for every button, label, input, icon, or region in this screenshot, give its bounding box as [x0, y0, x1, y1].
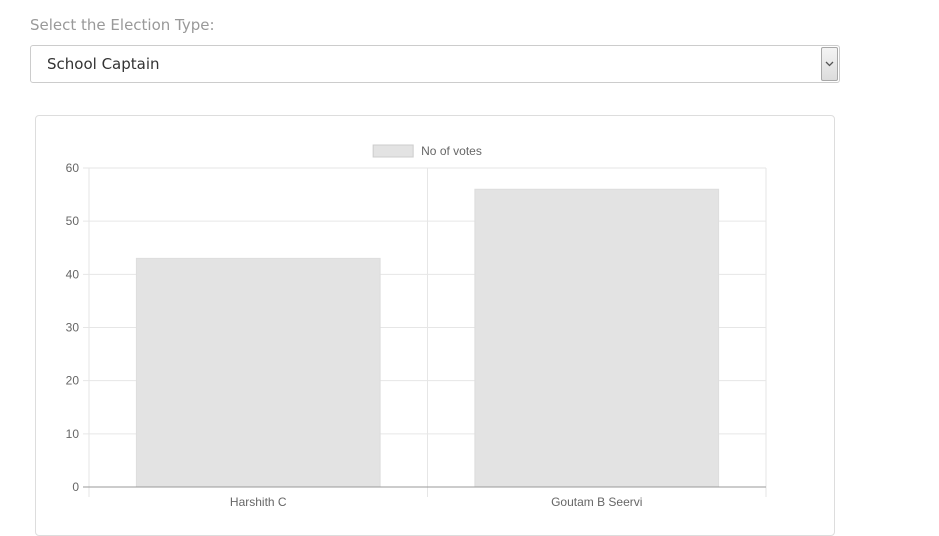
y-tick-label: 60	[66, 161, 80, 175]
election-type-label: Select the Election Type:	[30, 16, 215, 34]
bar	[135, 257, 381, 488]
y-tick-label: 40	[66, 267, 80, 281]
y-tick-label: 10	[66, 427, 80, 441]
x-tick-label: Goutam B Seervi	[551, 495, 642, 509]
chart-panel: 0 10 20 30 40 50 60 Harshith C Goutam B Seervi No…	[35, 115, 835, 536]
votes-bar-chart: 0 10 20 30 40 50 60 Harshith C Goutam B Seervi No…	[66, 144, 767, 509]
legend-swatch	[372, 144, 414, 158]
bar	[474, 188, 720, 488]
legend-label: No of votes	[421, 144, 482, 158]
y-tick-label: 50	[66, 214, 80, 228]
election-type-selected-value: School Captain	[47, 55, 160, 73]
x-tick-label: Harshith C	[230, 495, 287, 509]
election-type-select[interactable]: School Captain	[30, 45, 840, 83]
y-tick-label: 20	[66, 374, 80, 388]
y-tick-label: 0	[72, 480, 79, 494]
y-tick-label: 30	[66, 321, 80, 335]
chevron-down-icon[interactable]	[821, 47, 838, 81]
